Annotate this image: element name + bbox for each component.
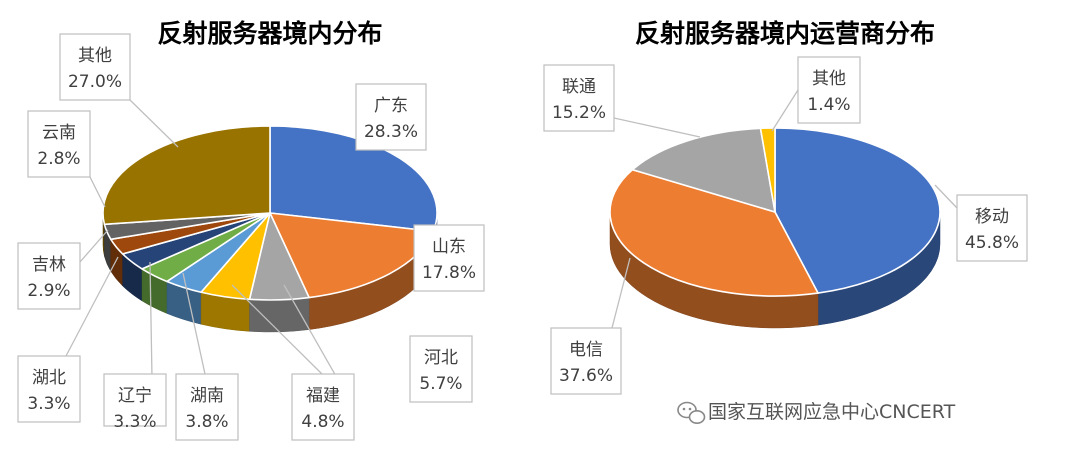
leader-line-0-7: [79, 229, 109, 263]
pie-slice-1-1: [609, 168, 819, 297]
watermark-text: 国家互联网应急中心CNCERT: [708, 401, 956, 423]
slice-value-label: 5.7%: [419, 374, 462, 394]
slice-category-label: 云南: [42, 123, 76, 143]
slice-category-label: 其他: [812, 69, 846, 89]
data-label-box: [413, 224, 485, 292]
leader-line-0-8: [89, 176, 106, 208]
slice-value-label: 4.8%: [301, 412, 344, 432]
leader-line-0-3: [231, 284, 323, 375]
leader-line-1-1: [611, 257, 631, 329]
slice-category-label: 联通: [562, 77, 596, 97]
slice-category-label: 其他: [78, 46, 112, 66]
data-label-box: [355, 83, 427, 151]
pie-slice-0-9: [102, 125, 271, 226]
slice-category-label: 吉林: [32, 255, 66, 275]
slice-category-label: 山东: [432, 237, 466, 257]
slice-value-label: 2.9%: [27, 281, 70, 301]
slice-category-label: 电信: [569, 340, 603, 360]
data-label-box: [956, 194, 1028, 262]
data-label-0-9: 其他 27.0%: [59, 33, 131, 101]
wechat-icon: [677, 401, 706, 424]
leader-line-0-4: [182, 272, 206, 375]
leader-line-0-6: [65, 256, 119, 357]
leader-line-1-0: [934, 184, 958, 209]
data-label-box: [797, 56, 861, 124]
slice-value-label: 27.0%: [68, 72, 122, 92]
slice-value-label: 3.8%: [185, 412, 228, 432]
slice-category-label: 河北: [424, 348, 458, 368]
data-label-1-3: 其他 1.4%: [797, 56, 861, 124]
leader-line-0-9: [129, 99, 179, 148]
data-label-box: [175, 373, 239, 441]
pie-slice-1-2: [631, 127, 776, 213]
data-label-0-5: 辽宁 3.3%: [103, 373, 167, 432]
slice-category-label: 广东: [374, 96, 408, 116]
slice-category-label: 湖北: [32, 368, 66, 388]
data-label-1-0: 移动 45.8%: [956, 194, 1028, 262]
pie-chart-regions: 反射服务器境内分布 广东 28.3% 山东 17.8% 河北 5.7% 福建 4.8% 湖南 3.…: [17, 19, 485, 441]
data-label-0-1: 山东 17.8%: [413, 224, 485, 292]
chart-title-operators: 反射服务器境内运营商分布: [635, 19, 935, 48]
data-label-0-3: 福建 4.8%: [291, 373, 355, 441]
data-label-box: [550, 327, 622, 395]
chart-title-regions: 反射服务器境内分布: [157, 19, 382, 48]
slice-category-label: 移动: [975, 207, 1009, 227]
data-label-box: [409, 335, 473, 403]
data-label-box: [17, 242, 81, 310]
slice-value-label: 1.4%: [807, 95, 850, 115]
data-label-box: [27, 110, 91, 178]
slice-value-label: 2.8%: [37, 149, 80, 169]
slice-category-label: 湖南: [190, 386, 224, 406]
leader-line-1-2: [613, 117, 701, 138]
pie-chart-operators: 反射服务器境内运营商分布 移动 45.8% 电信 37.6% 联通 15.2% 其他 1.4%: [543, 19, 1028, 395]
data-label-0-2: 河北 5.7%: [409, 335, 473, 403]
slice-value-label: 3.3%: [27, 394, 70, 414]
pie-slice-1-0: [774, 127, 941, 294]
data-label-0-6: 湖北 3.3%: [17, 355, 81, 423]
leader-line-1-3: [771, 89, 799, 132]
watermark: 国家互联网应急中心CNCERT: [677, 401, 956, 424]
slice-value-label: 3.3%: [113, 412, 156, 432]
data-label-box: [59, 33, 131, 101]
slice-value-label: 28.3%: [364, 122, 418, 142]
slice-value-label: 17.8%: [422, 263, 476, 283]
slice-value-label: 45.8%: [965, 233, 1019, 253]
data-label-box: [291, 373, 355, 441]
pie-slice-0-0: [269, 125, 438, 233]
data-label-0-0: 广东 28.3%: [355, 83, 427, 151]
slice-category-label: 辽宁: [118, 386, 152, 406]
leader-line-0-5: [149, 261, 153, 379]
data-label-0-4: 湖南 3.8%: [175, 373, 239, 441]
slice-value-label: 15.2%: [552, 103, 606, 123]
slice-category-label: 福建: [306, 386, 340, 406]
data-label-box: [17, 355, 81, 423]
pie-side-0-2: [249, 297, 310, 333]
pie-slice-1-3: [759, 127, 776, 213]
data-label-1-1: 电信 37.6%: [550, 327, 622, 395]
data-label-0-7: 吉林 2.9%: [17, 242, 81, 310]
data-label-box: [543, 64, 615, 132]
slice-value-label: 37.6%: [559, 366, 613, 386]
data-label-0-8: 云南 2.8%: [27, 110, 91, 178]
data-label-box: [103, 373, 167, 427]
data-label-1-2: 联通 15.2%: [543, 64, 615, 132]
